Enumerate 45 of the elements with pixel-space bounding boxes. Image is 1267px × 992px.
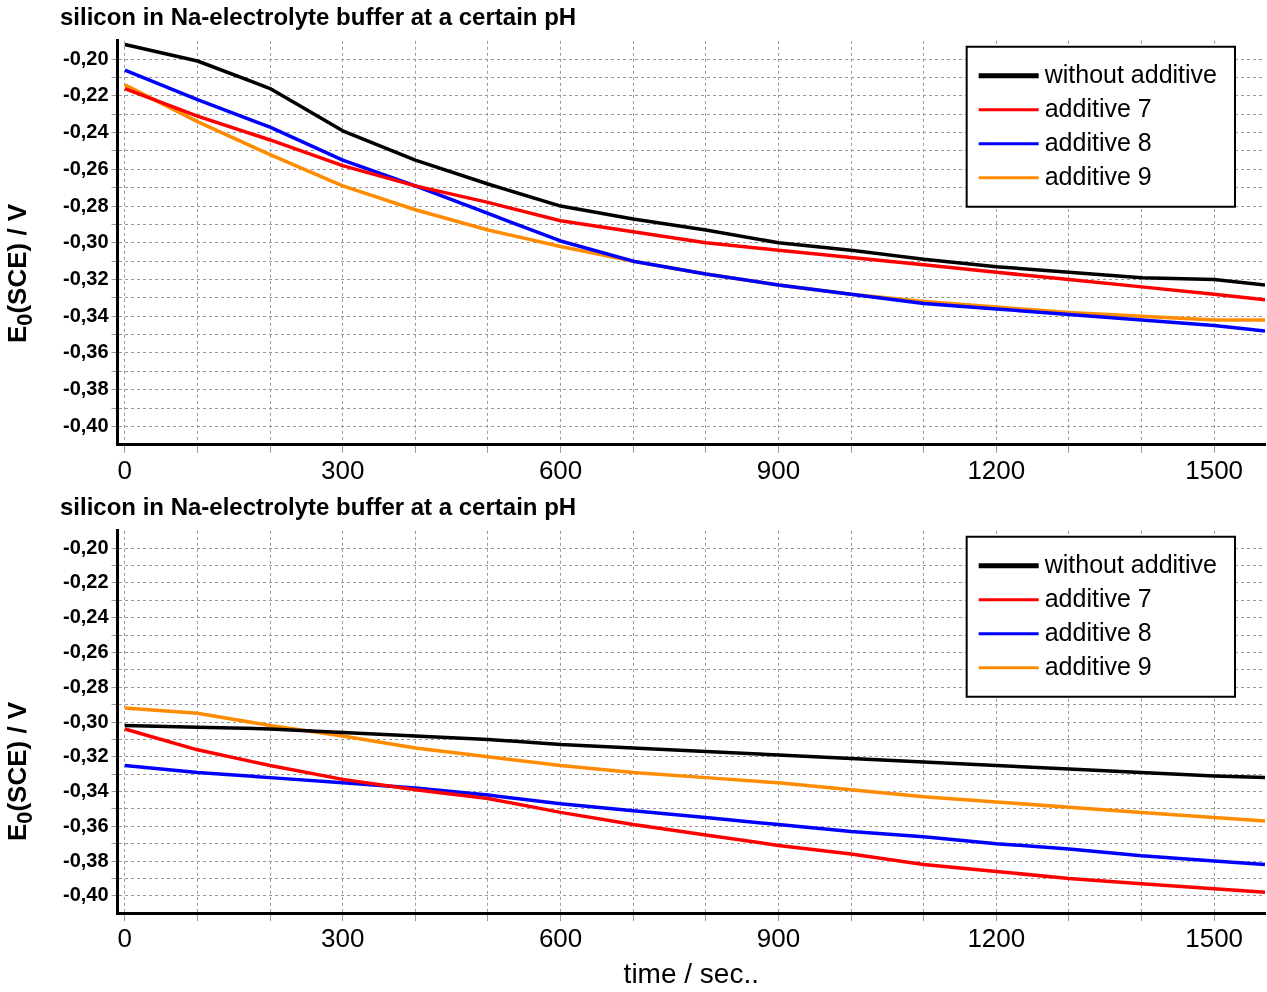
legend-label: additive 9 xyxy=(1044,651,1152,680)
y-tick-label: -0,28 xyxy=(62,674,109,697)
x-tick-label: 1500 xyxy=(1185,454,1244,485)
x-tick-label: 1200 xyxy=(967,922,1026,953)
x-tick-label: 0 xyxy=(117,922,133,953)
legend-label: additive 7 xyxy=(1044,583,1152,612)
y-tick-label: -0,34 xyxy=(62,779,110,802)
x-tick-label: 300 xyxy=(321,922,365,953)
x-tick-label: 900 xyxy=(756,922,801,953)
x-tick-label: 600 xyxy=(538,922,583,953)
y-tick-label: -0,20 xyxy=(62,535,109,558)
y-tick-label: -0,36 xyxy=(62,813,109,836)
y-tick-label: -0,30 xyxy=(62,230,109,253)
y-tick-label: -0,40 xyxy=(62,413,109,436)
y-tick-label: -0,26 xyxy=(62,639,109,662)
y-tick-label: -0,40 xyxy=(62,883,109,906)
x-tick-label: 300 xyxy=(321,454,365,485)
legend-label: without additive xyxy=(1043,59,1217,88)
y-tick-label: -0,22 xyxy=(62,570,109,593)
x-tick-label: 600 xyxy=(538,454,583,485)
y-tick-label: -0,30 xyxy=(62,709,109,732)
legend-label: additive 9 xyxy=(1044,161,1152,190)
legend-label: additive 7 xyxy=(1044,93,1152,122)
y-tick-label: -0,28 xyxy=(62,193,109,216)
y-tick-label: -0,36 xyxy=(62,340,109,363)
x-axis-title: time / sec.. xyxy=(623,957,759,989)
y-tick-label: -0,32 xyxy=(62,267,109,290)
chart-title: silicon in Na-electrolyte buffer at a certain pH xyxy=(60,3,577,31)
legend-label: additive 8 xyxy=(1044,127,1152,156)
legend-label: without additive xyxy=(1043,549,1217,578)
x-tick-label: 1500 xyxy=(1185,922,1244,953)
y-tick-label: -0,38 xyxy=(62,848,109,871)
y-tick-label: -0,34 xyxy=(62,303,110,326)
x-tick-label: 0 xyxy=(117,454,133,485)
chart-title: silicon in Na-electrolyte buffer at a certain pH xyxy=(60,493,577,521)
y-tick-label: -0,38 xyxy=(62,377,109,400)
y-tick-label: -0,24 xyxy=(62,605,110,628)
legend-label: additive 8 xyxy=(1044,617,1152,646)
y-tick-label: -0,32 xyxy=(62,744,109,767)
y-tick-label: -0,22 xyxy=(62,83,109,106)
x-tick-label: 1200 xyxy=(967,454,1026,485)
y-tick-label: -0,20 xyxy=(62,46,109,69)
x-tick-label: 900 xyxy=(756,454,801,485)
y-tick-label: -0,24 xyxy=(62,120,110,143)
y-tick-label: -0,26 xyxy=(62,156,109,179)
